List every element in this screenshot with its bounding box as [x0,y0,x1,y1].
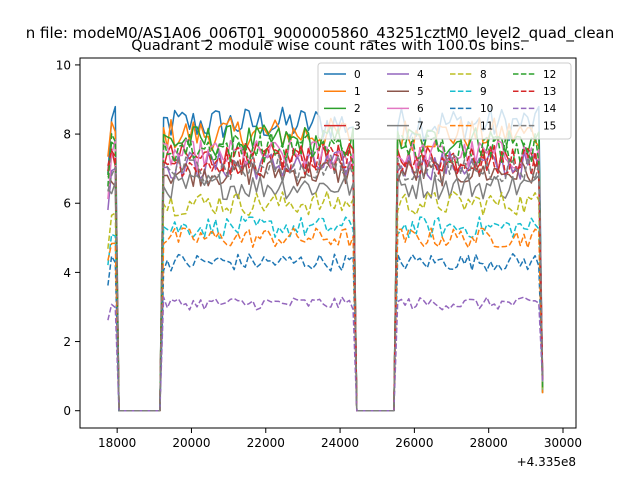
legend-label: 12 [543,69,556,81]
series-line-14 [107,296,544,412]
chart-title: Quadrant 2 module wise count rates with … [131,38,525,54]
x-axis-offset-label: +4.335e8 [517,455,576,469]
legend-frame [317,62,572,140]
series-line-10 [107,253,544,412]
y-axis: 0 2 4 6 8 10 [56,58,80,418]
series-line-13 [107,146,544,412]
y-tick-label: 10 [56,58,71,72]
series-line-9 [107,215,544,412]
legend-label: 13 [543,86,556,98]
series-line-15 [107,153,544,412]
legend-label: 8 [480,69,487,81]
x-tick-label: 24000 [321,436,359,450]
x-tick-label: 26000 [395,436,433,450]
x-tick-label: 18000 [98,436,136,450]
legend-label: 15 [543,120,556,132]
legend-label: 6 [417,103,424,115]
series-line-7 [107,172,544,412]
legend-label: 2 [354,103,361,115]
y-tick-label: 0 [63,404,71,418]
x-tick-label: 20000 [172,436,210,450]
y-tick-label: 2 [63,335,71,349]
legend-label: 1 [354,86,361,98]
legend-label: 0 [354,69,361,81]
y-tick-label: 6 [63,197,71,211]
series-line-11 [107,227,544,412]
legend-label: 4 [417,69,424,81]
series-line-5 [107,157,544,412]
legend-label: 5 [417,86,424,98]
x-tick-label: 30000 [544,436,582,450]
y-tick-label: 4 [63,266,71,280]
x-tick-label: 22000 [247,436,285,450]
y-tick-label: 8 [63,128,71,142]
x-tick-label: 28000 [470,436,508,450]
series-line-8 [107,190,544,412]
legend-label: 14 [543,103,557,115]
legend-label: 7 [417,120,424,132]
legend-label: 3 [354,120,361,132]
x-axis: 18000 20000 22000 24000 26000 28000 30000 [98,428,582,450]
legend-label: 9 [480,86,487,98]
legend-label: 11 [480,120,493,132]
legend-label: 10 [480,103,493,115]
plot-frame [79,57,577,429]
chart-suptitle: n file: modeM0/AS1A06_006T01_9000005860_… [26,24,615,43]
